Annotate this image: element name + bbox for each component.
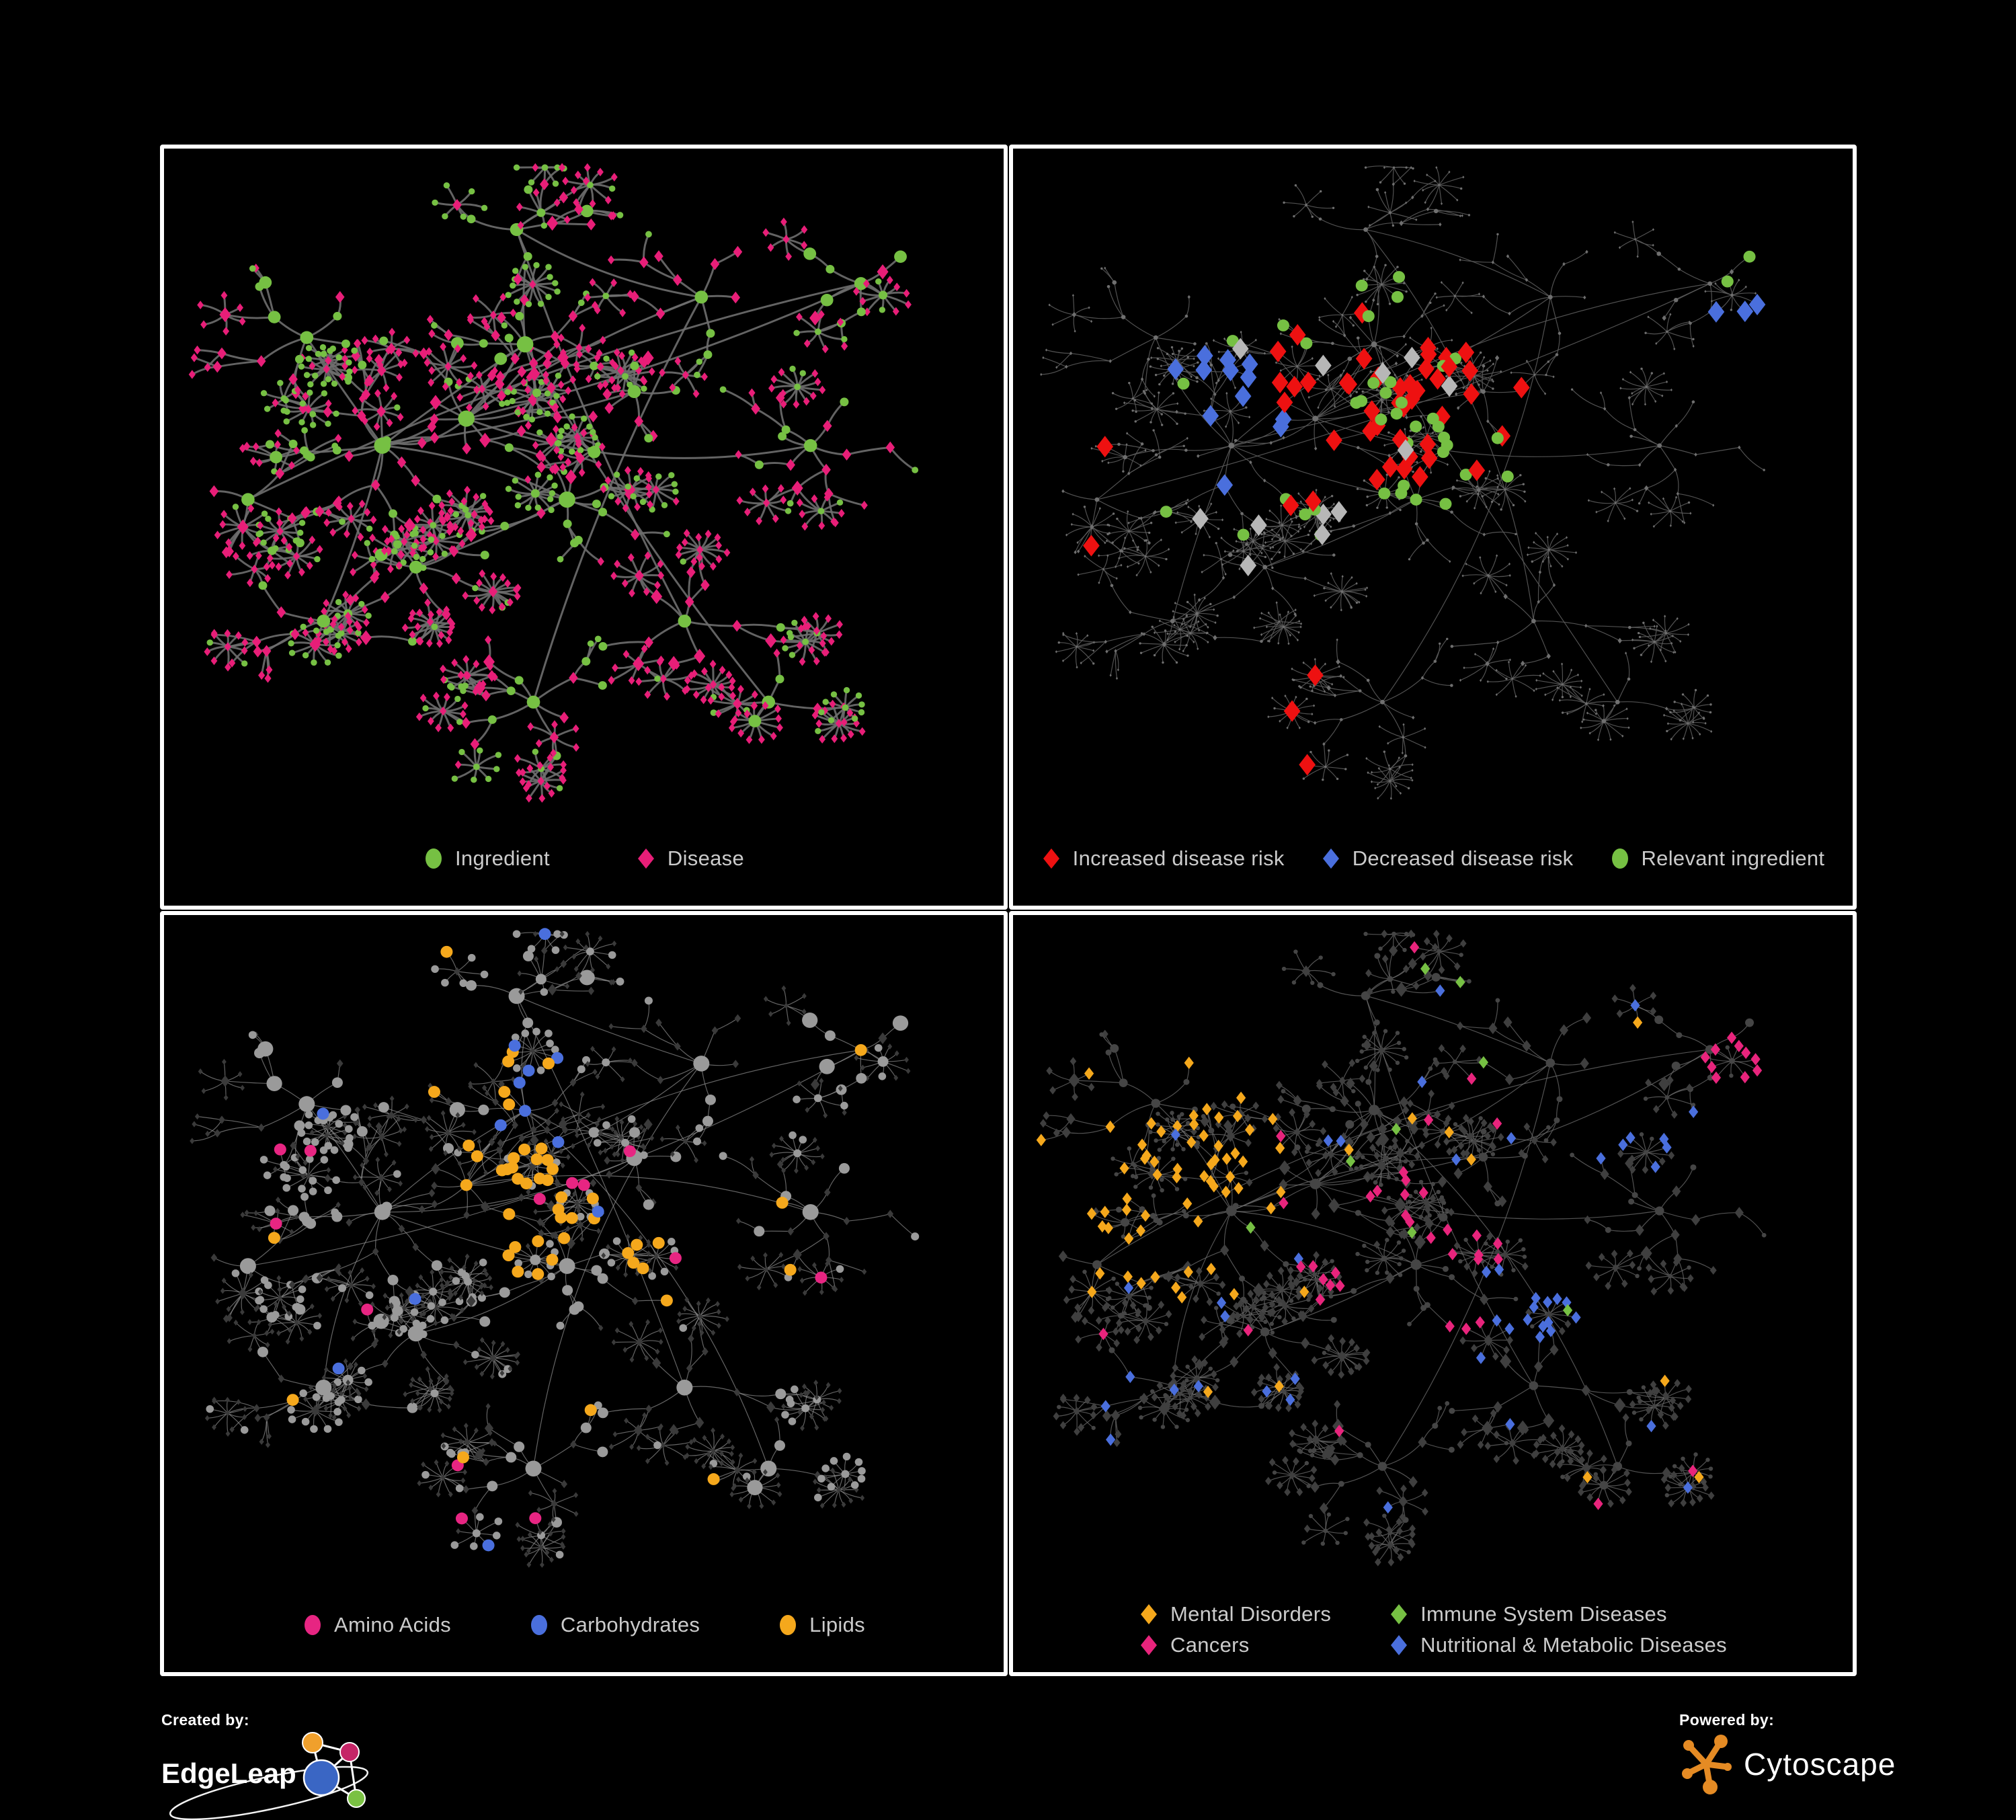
mental-disorders-swatch-diamond-icon bbox=[1141, 1604, 1158, 1624]
edgeleap-logo: EdgeLeap bbox=[161, 1732, 369, 1820]
immune-system-diseases-swatch-diamond-icon bbox=[1391, 1604, 1408, 1624]
edgeleap-logo-text: EdgeLeap bbox=[161, 1757, 296, 1789]
powered-by-label: Powered by: bbox=[1679, 1711, 1775, 1729]
lipids-swatch-circle-icon bbox=[780, 1615, 797, 1635]
legend-label-nutritional-metabolic-diseases: Nutritional & Metabolic Diseases bbox=[1420, 1633, 1727, 1657]
legend-label-mental-disorders: Mental Disorders bbox=[1170, 1602, 1332, 1626]
panel-disease-classes: Mental Disorders Immune System Diseases Ca… bbox=[1009, 911, 1857, 1676]
network-graph-nutrient-classes bbox=[190, 928, 920, 1568]
amino-acids-swatch-circle-icon bbox=[305, 1615, 321, 1635]
legend-item-increased-disease-risk: Increased disease risk bbox=[1041, 846, 1285, 871]
carbohydrates-swatch-circle-icon bbox=[530, 1615, 547, 1635]
increased-disease-risk-swatch-diamond-icon bbox=[1043, 848, 1059, 869]
legend-label-increased-disease-risk: Increased disease risk bbox=[1072, 846, 1285, 870]
cancers-swatch-diamond-icon bbox=[1141, 1635, 1158, 1655]
created-by-label: Created by: bbox=[161, 1711, 249, 1729]
disease-swatch-diamond-icon bbox=[637, 848, 654, 869]
edgeleap-node-green bbox=[347, 1789, 366, 1808]
legend-item-carbohydrates: Carbohydrates bbox=[529, 1613, 700, 1637]
legend-item-nutritional-metabolic-diseases: Nutritional & Metabolic Diseases bbox=[1389, 1633, 1727, 1657]
legend-ingredient-disease: Ingredient Disease bbox=[164, 824, 1004, 906]
decreased-disease-risk-swatch-diamond-icon bbox=[1322, 848, 1339, 869]
edgeleap-node-orange bbox=[302, 1732, 323, 1753]
edgeleap-node-blue bbox=[303, 1759, 340, 1796]
legend-label-cancers: Cancers bbox=[1170, 1633, 1250, 1657]
legend-item-mental-disorders: Mental Disorders bbox=[1139, 1602, 1331, 1626]
legend-item-cancers: Cancers bbox=[1139, 1633, 1331, 1657]
legend-item-amino-acids: Amino Acids bbox=[303, 1613, 451, 1637]
legend-item-lipids: Lipids bbox=[778, 1613, 865, 1637]
legend-disease-risk: Increased disease risk Decreased disease … bbox=[1013, 824, 1853, 906]
legend-item-ingredient: Ingredient bbox=[424, 846, 550, 871]
panel-ingredient-disease: Ingredient Disease bbox=[160, 145, 1008, 910]
legend-item-immune-system-diseases: Immune System Diseases bbox=[1389, 1602, 1727, 1626]
cytoscape-logo: Cytoscape bbox=[1679, 1733, 1896, 1795]
legend-item-disease: Disease bbox=[636, 846, 744, 871]
created-by-block: Created by: EdgeLeap bbox=[161, 1711, 397, 1820]
nutritional-metabolic-diseases-swatch-diamond-icon bbox=[1391, 1635, 1408, 1655]
legend-label-immune-system-diseases: Immune System Diseases bbox=[1420, 1602, 1667, 1626]
legend-label-disease: Disease bbox=[667, 846, 744, 870]
legend-item-relevant-ingredient: Relevant ingredient bbox=[1610, 846, 1825, 871]
ingredient-swatch-circle-icon bbox=[426, 848, 442, 869]
legend-label-carbohydrates: Carbohydrates bbox=[560, 1613, 700, 1636]
legend-label-decreased-disease-risk: Decreased disease risk bbox=[1352, 846, 1574, 870]
panel-grid: Ingredient Disease Increased disease risk… bbox=[160, 145, 1857, 1676]
edgeleap-swoosh bbox=[169, 1766, 369, 1820]
network-graph-ingredient-disease bbox=[188, 163, 919, 803]
relevant-ingredient-swatch-circle-icon bbox=[1611, 848, 1628, 869]
network-graph-disease-classes bbox=[1036, 929, 1767, 1567]
network-graph-disease-risk bbox=[1040, 165, 1766, 800]
cytoscape-logo-icon bbox=[1682, 1735, 1732, 1794]
legend-nutrient-classes: Amino Acids Carbohydrates Lipids bbox=[164, 1590, 1004, 1672]
legend-label-amino-acids: Amino Acids bbox=[334, 1613, 451, 1636]
legend-label-relevant-ingredient: Relevant ingredient bbox=[1641, 846, 1825, 870]
panel-nutrient-classes: Amino Acids Carbohydrates Lipids bbox=[160, 911, 1008, 1676]
cytoscape-logo-text: Cytoscape bbox=[1744, 1747, 1896, 1782]
legend-label-lipids: Lipids bbox=[809, 1613, 865, 1636]
legend-item-decreased-disease-risk: Decreased disease risk bbox=[1321, 846, 1574, 871]
legend-label-ingredient: Ingredient bbox=[455, 846, 550, 870]
edgeleap-node-magenta bbox=[339, 1742, 360, 1762]
powered-by-block: Powered by: Cytoscape bbox=[1679, 1711, 1896, 1795]
panel-disease-risk: Increased disease risk Decreased disease … bbox=[1009, 145, 1857, 910]
legend-disease-classes: Mental Disorders Immune System Diseases Ca… bbox=[1013, 1587, 1853, 1672]
